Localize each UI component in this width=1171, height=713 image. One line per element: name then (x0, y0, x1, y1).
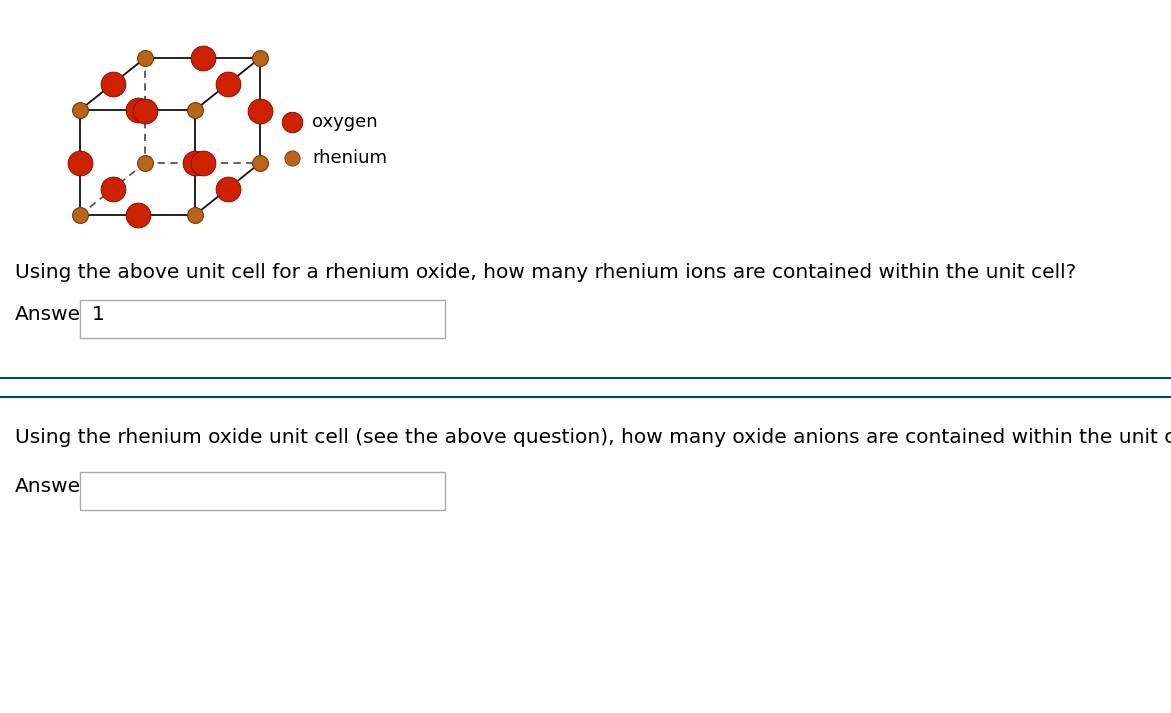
Point (251, 105, 269, 116)
Point (136, 52, 155, 63)
Point (193, 52, 212, 63)
Point (282, 153, 301, 164)
Text: Answer:: Answer: (15, 305, 96, 324)
Point (186, 104, 205, 116)
Point (70, 210, 89, 221)
FancyBboxPatch shape (80, 300, 445, 338)
Point (186, 157, 205, 168)
Point (103, 78, 122, 90)
Point (103, 183, 122, 195)
Point (70, 157, 89, 168)
Text: Answer:: Answer: (15, 478, 96, 496)
Point (128, 210, 146, 221)
Text: Using the rhenium oxide unit cell (see the above question), how many oxide anion: Using the rhenium oxide unit cell (see t… (15, 428, 1171, 447)
Text: rhenium: rhenium (311, 149, 386, 167)
Point (70, 104, 89, 116)
Text: Using the above unit cell for a rhenium oxide, how many rhenium ions are contain: Using the above unit cell for a rhenium … (15, 263, 1076, 282)
Point (218, 78, 237, 90)
Point (128, 104, 146, 116)
Text: oxygen: oxygen (311, 113, 377, 131)
Point (282, 116, 301, 128)
Text: 1: 1 (93, 305, 105, 324)
Point (251, 158, 269, 169)
Point (218, 183, 237, 195)
Point (136, 158, 155, 169)
Point (186, 210, 205, 221)
Point (193, 158, 212, 169)
Point (251, 52, 269, 63)
FancyBboxPatch shape (80, 472, 445, 510)
Point (136, 105, 155, 116)
